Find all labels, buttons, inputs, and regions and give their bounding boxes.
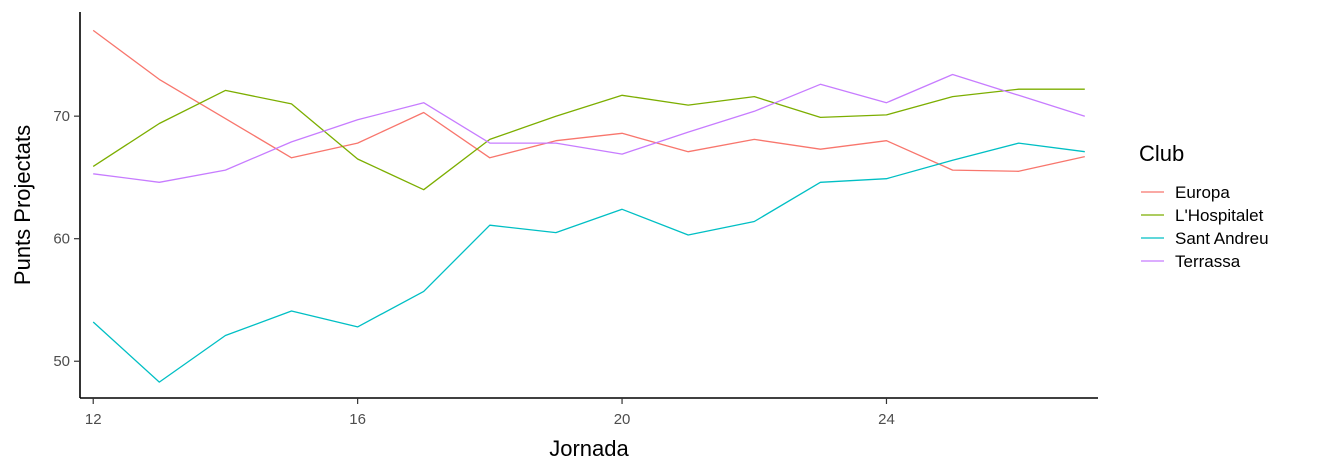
y-tick-label: 60 (53, 231, 70, 248)
y-tick-label: 50 (53, 353, 70, 370)
series-line-europa (92, 29, 1085, 172)
series-line-sant-andreu (92, 142, 1085, 383)
x-tick-label: 24 (878, 411, 895, 428)
x-tick-label: 20 (614, 411, 631, 428)
series-line-terrassa (93, 73, 1085, 183)
axis-ticks: 12 16 20 24 50 60 70 (53, 108, 894, 428)
legend-label: L'Hospitalet (1175, 206, 1264, 225)
series-line-l-hospitalet (92, 88, 1085, 191)
x-axis-title: Jornada (549, 436, 629, 461)
legend: Club Europa L'Hospitalet Sant Andreu Terras… (1139, 141, 1269, 271)
legend-label: Sant Andreu (1175, 229, 1269, 248)
y-tick-label: 70 (53, 108, 70, 125)
x-tick-label: 12 (85, 411, 102, 428)
legend-title: Club (1139, 141, 1184, 166)
plot-area (92, 29, 1085, 383)
x-tick-label: 16 (349, 411, 366, 428)
legend-label: Europa (1175, 183, 1230, 202)
y-axis-title: Punts Projectats (10, 125, 35, 285)
legend-label: Terrassa (1175, 252, 1241, 271)
